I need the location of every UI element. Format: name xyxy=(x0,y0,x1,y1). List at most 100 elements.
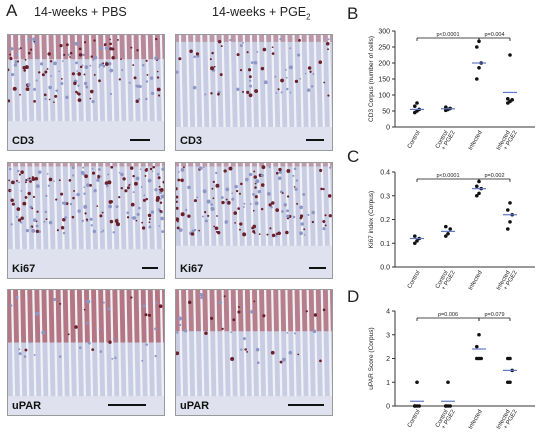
data-point-c xyxy=(475,184,479,189)
column-header-pge-text: 14-weeks + PGE xyxy=(212,5,307,19)
y-tick-label-d: 0 xyxy=(386,404,390,411)
data-point-d xyxy=(446,380,450,385)
data-point-c xyxy=(475,193,479,198)
data-point-d xyxy=(479,356,484,361)
scale-bar xyxy=(288,404,324,406)
data-point-d xyxy=(444,404,448,408)
y-axis-label-c: Ki67 index (Corpus) xyxy=(368,191,375,248)
micrograph-ki67-pbs: Ki67 xyxy=(7,162,165,279)
y-tick-label-c: 0.2 xyxy=(380,217,390,224)
data-point-d xyxy=(448,404,453,408)
data-point-b xyxy=(477,39,481,44)
category-label-b: Control xyxy=(407,130,422,150)
y-tick-label-d: 2 xyxy=(386,356,390,363)
data-point-b xyxy=(475,45,479,49)
y-tick-label-b: 50 xyxy=(382,109,390,116)
panel-label-b: B xyxy=(347,4,359,23)
category-label-c: Control xyxy=(407,270,422,290)
data-point-c xyxy=(444,234,448,238)
tissue-texture xyxy=(8,163,164,278)
data-point-b xyxy=(415,101,419,105)
data-point-c xyxy=(448,227,453,231)
panel-label-a: A xyxy=(6,1,18,20)
data-point-c xyxy=(508,220,512,224)
data-point-d xyxy=(475,344,479,349)
micrograph-cd3-pbs: CD3 xyxy=(7,34,165,151)
data-point-c xyxy=(413,241,417,246)
scale-bar xyxy=(142,267,158,269)
data-point-d xyxy=(417,404,422,408)
micrograph-cd3-pge2: CD3 xyxy=(175,34,333,151)
data-point-c xyxy=(446,231,450,236)
y-tick-label-d: 3 xyxy=(386,332,390,339)
data-point-b xyxy=(475,77,479,81)
stain-label: Ki67 xyxy=(12,263,36,275)
p-value-label-b: p<0.0001 xyxy=(436,32,459,38)
p-value-label-c: p=0.002 xyxy=(484,173,504,179)
data-point-b xyxy=(506,97,510,101)
y-tick-label-c: 0.1 xyxy=(380,241,390,248)
data-point-d xyxy=(508,356,512,361)
scale-bar xyxy=(130,139,150,141)
data-point-c xyxy=(477,191,481,196)
column-header-pbs: 14-weeks + PBS xyxy=(34,5,127,19)
category-label-d: Infected xyxy=(468,409,484,430)
stain-label: uPAR xyxy=(180,400,210,412)
y-tick-label-b: 150 xyxy=(378,77,390,84)
y-tick-label-d: 4 xyxy=(386,309,390,316)
column-header-pbs-text: 14-weeks + PBS xyxy=(34,5,127,19)
y-tick-label-d: 1 xyxy=(386,380,390,387)
panel-label-d: D xyxy=(347,287,360,306)
stain-label: Ki67 xyxy=(180,263,204,275)
p-value-label-d: p=0.006 xyxy=(438,312,458,318)
data-point-b xyxy=(477,66,481,70)
y-tick-label-b: 300 xyxy=(378,29,390,36)
p-value-label-b: p=0.004 xyxy=(484,32,504,38)
data-point-b xyxy=(444,105,448,109)
tissue-texture xyxy=(176,35,332,150)
scale-bar xyxy=(306,139,324,141)
data-point-d xyxy=(415,380,419,385)
data-point-d xyxy=(477,332,481,337)
data-point-b xyxy=(508,53,512,57)
stain-label: uPAR xyxy=(12,400,42,412)
scale-bar xyxy=(108,404,146,406)
micrograph-upar-pbs: uPAR xyxy=(7,289,165,416)
y-axis-label-d: uPAR Score (Corpus) xyxy=(368,327,375,389)
y-tick-label-b: 250 xyxy=(378,45,390,52)
data-point-d xyxy=(508,380,512,385)
micrograph-ki67-pge2: Ki67 xyxy=(175,162,333,279)
y-tick-label-b: 100 xyxy=(378,93,390,100)
y-tick-label-b: 200 xyxy=(378,61,390,68)
tissue-texture xyxy=(8,290,164,415)
stain-label: CD3 xyxy=(180,135,203,147)
micrograph-upar-pge2: uPAR xyxy=(175,289,333,416)
panel-label-c: C xyxy=(347,147,360,166)
p-value-label-c: p<0.0001 xyxy=(436,173,459,179)
category-label-d: Control xyxy=(407,409,422,429)
y-tick-label-b: 0 xyxy=(386,125,390,132)
data-point-c xyxy=(444,224,448,229)
y-tick-label-c: 0.0 xyxy=(380,265,390,272)
data-point-c xyxy=(415,239,419,243)
y-tick-label-c: 0.3 xyxy=(380,193,390,200)
data-point-c xyxy=(413,234,417,238)
column-header-pge-subscript: 2 xyxy=(306,12,311,22)
p-value-label-d: p=0.079 xyxy=(484,312,504,318)
y-tick-label-c: 0.4 xyxy=(380,170,390,177)
y-axis-label-b: CD3 Corpus (number of cells) xyxy=(368,36,375,122)
data-point-d xyxy=(413,404,417,408)
tissue-texture xyxy=(176,163,332,278)
column-header-pge: 14-weeks + PGE2 xyxy=(212,5,311,22)
tissue-texture xyxy=(8,35,164,150)
data-point-c xyxy=(506,227,510,231)
data-point-c xyxy=(508,201,512,205)
category-label-b: Infected xyxy=(468,130,484,151)
scale-bar xyxy=(309,267,326,269)
data-point-c xyxy=(506,208,510,212)
category-label-c: Infected xyxy=(468,270,484,291)
stain-label: CD3 xyxy=(12,135,35,147)
tissue-texture xyxy=(176,290,332,415)
data-point-b xyxy=(510,98,514,102)
